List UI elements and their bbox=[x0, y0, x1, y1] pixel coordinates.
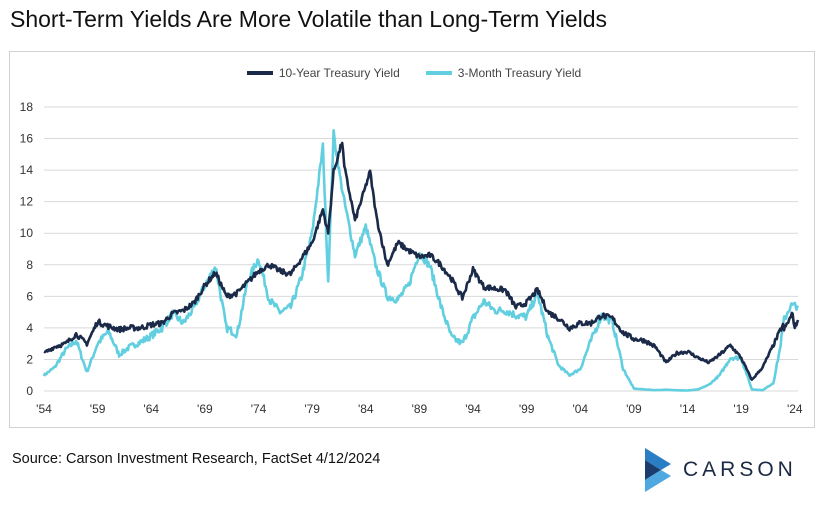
chart-title: Short-Term Yields Are More Volatile than… bbox=[10, 6, 608, 32]
y-tick-label-16: 16 bbox=[20, 132, 34, 146]
legend-item-ten-year[interactable]: 10-Year Treasury Yield bbox=[246, 66, 400, 80]
legend-label-ten-year: 10-Year Treasury Yield bbox=[278, 66, 400, 80]
legend-swatch-three-month bbox=[425, 71, 452, 75]
x-tick-label-1979: '79 bbox=[304, 402, 320, 416]
y-tick-label-4: 4 bbox=[26, 321, 33, 335]
x-tick-label-1954: '54 bbox=[36, 402, 52, 416]
carson-chevron-logo-icon bbox=[645, 448, 671, 492]
y-tick-label-14: 14 bbox=[20, 163, 34, 177]
x-tick-label-1999: '99 bbox=[519, 402, 535, 416]
y-tick-label-2: 2 bbox=[26, 352, 33, 366]
y-tick-label-0: 0 bbox=[26, 384, 33, 398]
y-tick-label-10: 10 bbox=[20, 226, 34, 240]
y-tick-label-18: 18 bbox=[20, 100, 34, 114]
legend-swatch-ten-year bbox=[246, 71, 273, 75]
y-tick-label-8: 8 bbox=[26, 258, 33, 272]
x-tick-label-2024: '24 bbox=[787, 402, 803, 416]
carson-logo: CARSON bbox=[645, 448, 797, 492]
x-tick-label-1974: '74 bbox=[251, 402, 267, 416]
x-tick-label-2014: '14 bbox=[680, 402, 696, 416]
y-tick-label-12: 12 bbox=[20, 195, 34, 209]
x-tick-label-1964: '64 bbox=[143, 402, 159, 416]
legend-item-three-month[interactable]: 3-Month Treasury Yield bbox=[425, 66, 582, 80]
x-tick-label-1969: '69 bbox=[197, 402, 213, 416]
x-tick-label-1984: '84 bbox=[358, 402, 374, 416]
x-tick-label-2009: '09 bbox=[626, 402, 642, 416]
x-tick-label-1959: '59 bbox=[90, 402, 106, 416]
x-tick-label-2004: '04 bbox=[572, 402, 588, 416]
x-tick-label-1989: '89 bbox=[412, 402, 428, 416]
y-tick-label-6: 6 bbox=[26, 289, 33, 303]
legend-label-three-month: 3-Month Treasury Yield bbox=[457, 66, 582, 80]
logo-text: CARSON bbox=[683, 458, 797, 481]
series-line-ten-year bbox=[43, 141, 800, 381]
x-tick-label-2019: '19 bbox=[733, 402, 749, 416]
source-note: Source: Carson Investment Research, Fact… bbox=[12, 451, 381, 467]
chart-legend: 10-Year Treasury Yield 3-Month Treasury … bbox=[0, 66, 828, 80]
x-tick-label-1994: '94 bbox=[465, 402, 481, 416]
chart-area bbox=[9, 51, 815, 428]
